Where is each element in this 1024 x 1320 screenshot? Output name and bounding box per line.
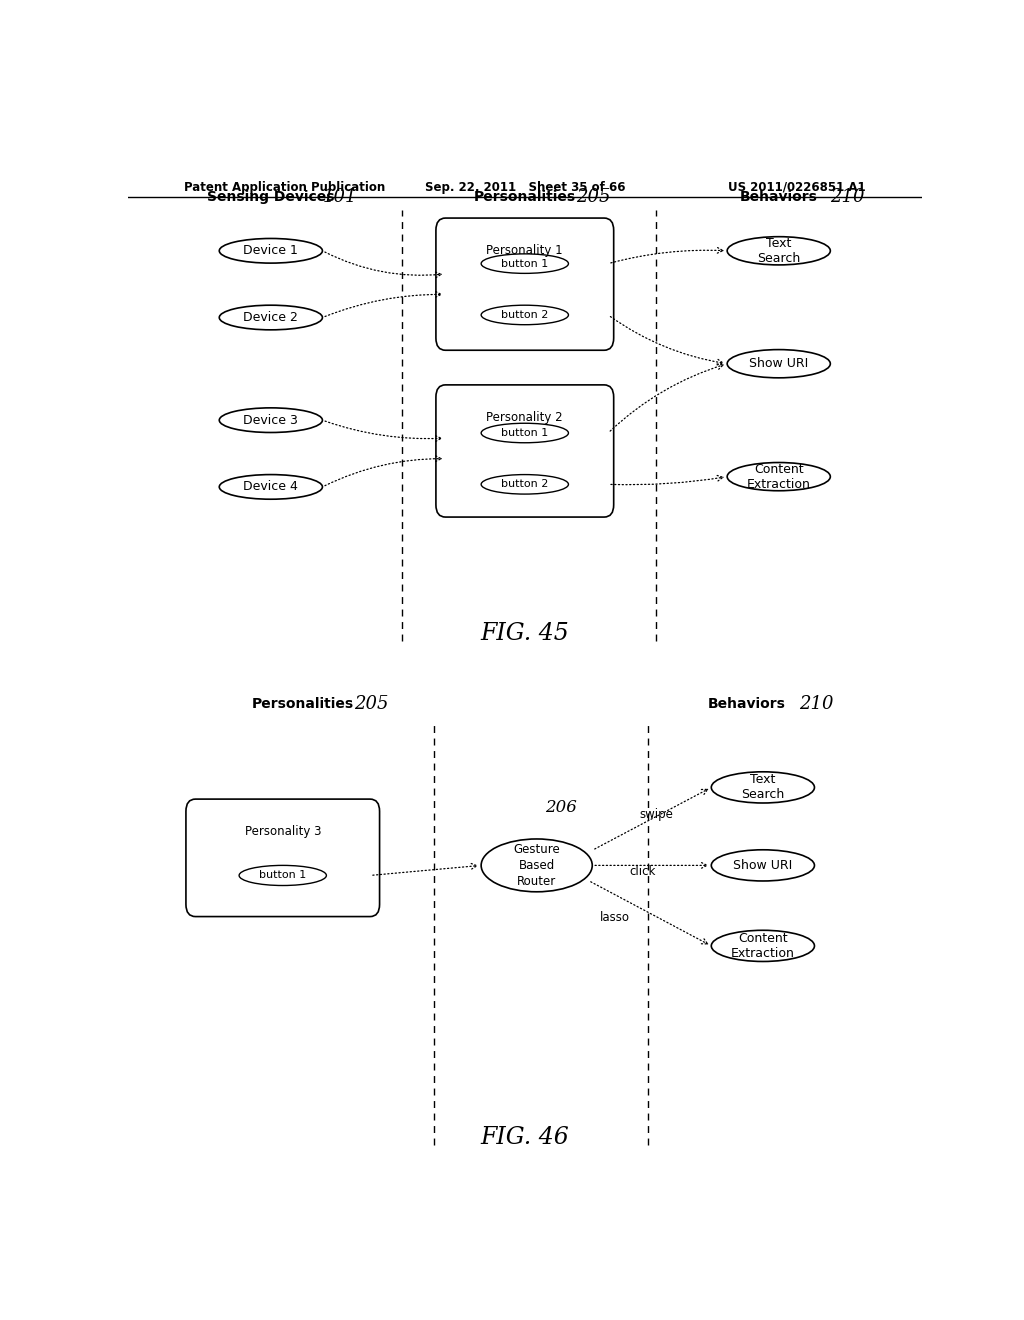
- Text: button 1: button 1: [259, 870, 306, 880]
- Text: Show URI: Show URI: [733, 859, 793, 873]
- Text: Content
Extraction: Content Extraction: [746, 462, 811, 491]
- Text: 206: 206: [545, 799, 577, 816]
- Text: Device 2: Device 2: [244, 312, 298, 323]
- Text: 210: 210: [830, 187, 865, 206]
- Text: button 1: button 1: [501, 259, 549, 269]
- Text: Device 1: Device 1: [244, 244, 298, 257]
- Text: Text
Search: Text Search: [757, 236, 801, 265]
- Text: click: click: [630, 865, 656, 878]
- Text: Sensing Devices: Sensing Devices: [207, 190, 335, 203]
- Text: Gesture
Based
Router: Gesture Based Router: [513, 843, 560, 888]
- Text: 101: 101: [323, 187, 357, 206]
- Text: Personalities: Personalities: [474, 190, 575, 203]
- Text: button 2: button 2: [501, 310, 549, 319]
- Text: Content
Extraction: Content Extraction: [731, 932, 795, 960]
- Text: 205: 205: [354, 696, 389, 713]
- Text: Personality 1: Personality 1: [486, 244, 563, 257]
- Text: Personalities: Personalities: [252, 697, 353, 711]
- Text: Show URI: Show URI: [750, 358, 808, 370]
- Text: Patent Application Publication: Patent Application Publication: [183, 181, 385, 194]
- Text: lasso: lasso: [600, 911, 630, 924]
- Text: Personality 3: Personality 3: [245, 825, 321, 837]
- Text: button 2: button 2: [501, 479, 549, 490]
- Text: Device 4: Device 4: [244, 480, 298, 494]
- Text: US 2011/0226851 A1: US 2011/0226851 A1: [728, 181, 866, 194]
- Text: Behaviors: Behaviors: [708, 697, 786, 711]
- Text: 210: 210: [799, 696, 834, 713]
- Text: Text
Search: Text Search: [741, 774, 784, 801]
- Text: FIG. 46: FIG. 46: [480, 1126, 569, 1148]
- Text: button 1: button 1: [501, 428, 549, 438]
- Text: Device 3: Device 3: [244, 413, 298, 426]
- Text: swipe: swipe: [640, 808, 674, 821]
- Text: 205: 205: [577, 187, 611, 206]
- Text: Sep. 22, 2011   Sheet 35 of 66: Sep. 22, 2011 Sheet 35 of 66: [425, 181, 625, 194]
- Text: Personality 2: Personality 2: [486, 412, 563, 424]
- Text: Behaviors: Behaviors: [739, 190, 818, 203]
- Text: FIG. 45: FIG. 45: [480, 622, 569, 644]
